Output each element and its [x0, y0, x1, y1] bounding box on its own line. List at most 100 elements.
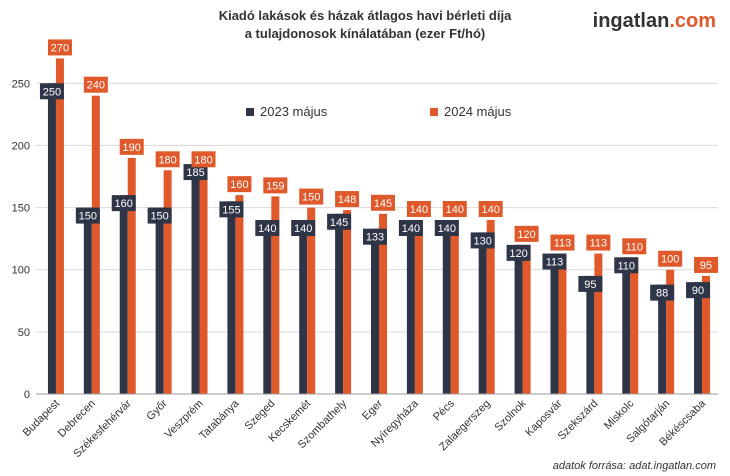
data-label-2023-13: 120 — [509, 248, 527, 260]
data-label-box-2023-14 — [542, 253, 567, 270]
data-label-2024-8: 148 — [338, 194, 356, 206]
data-label-2023-9: 133 — [366, 232, 384, 244]
y-tick-label-200: 200 — [12, 140, 30, 152]
data-label-2024-3: 180 — [158, 154, 176, 166]
y-tick-label-0: 0 — [24, 389, 30, 401]
data-label-2024-14: 113 — [554, 238, 572, 250]
bar-2023-6 — [263, 220, 272, 394]
data-label-box-2023-5 — [219, 201, 244, 218]
data-label-box-2024-17 — [658, 250, 683, 267]
ingatlan-logo: ingatlan.com — [593, 10, 716, 33]
y-tick-label-100: 100 — [12, 265, 30, 277]
data-label-box-2024-11 — [442, 201, 467, 217]
bar-2024-0 — [55, 58, 64, 395]
x-tick-label-16: Miskolc — [602, 397, 637, 432]
logo-domain: .com — [669, 10, 716, 32]
bar-2023-0 — [47, 83, 56, 395]
data-label-2023-4: 185 — [186, 167, 204, 179]
bar-2024-3 — [163, 170, 172, 394]
data-label-box-2023-9 — [363, 228, 387, 245]
data-label-box-2023-17 — [650, 284, 675, 301]
bar-2024-6 — [271, 196, 280, 394]
data-label-2023-15: 95 — [584, 279, 596, 291]
data-label-box-2024-4 — [191, 151, 216, 168]
data-label-box-2023-10 — [398, 220, 423, 236]
data-label-box-2024-16 — [622, 238, 647, 255]
data-label-2023-8: 145 — [330, 217, 348, 229]
data-label-2023-5: 155 — [222, 204, 240, 216]
data-label-box-2024-18 — [694, 256, 719, 273]
data-label-2024-15: 113 — [590, 238, 608, 250]
chart-title-line-1: Kiadó lakások és házak átlagos havi bérl… — [218, 8, 512, 23]
data-label-box-2024-8 — [335, 191, 360, 208]
data-label-2024-0: 270 — [51, 42, 69, 54]
data-label-2024-4: 180 — [194, 154, 212, 166]
legend-swatch-2024 — [430, 107, 438, 116]
data-label-box-2024-2 — [119, 138, 144, 155]
data-label-box-2024-12 — [478, 201, 503, 217]
logo-text: ingatlan — [592, 10, 670, 32]
bar-2023-1 — [83, 207, 92, 394]
data-label-box-2023-6 — [255, 220, 280, 236]
data-label-box-2023-12 — [470, 232, 495, 249]
data-label-2023-3: 150 — [150, 211, 168, 223]
source-note: adatok forrása: adat.ingatlan.com — [552, 460, 716, 472]
bar-2023-16 — [622, 257, 631, 394]
data-label-box-2024-0 — [47, 39, 72, 56]
data-label-2024-7: 150 — [302, 192, 320, 204]
bar-2024-16 — [630, 257, 639, 394]
legend-label-2024: 2024 május — [444, 104, 512, 119]
data-label-2023-16: 110 — [617, 260, 635, 272]
data-label-2023-11: 140 — [438, 223, 456, 235]
bar-2024-8 — [343, 210, 352, 394]
data-label-box-2024-9 — [371, 194, 395, 211]
data-label-2023-14: 113 — [546, 257, 564, 269]
bar-2023-18 — [694, 282, 703, 394]
bar-2024-15 — [594, 253, 603, 394]
chart-title-line-2: a tulajdonosok kínálatában (ezer Ft/hó) — [244, 26, 486, 41]
bar-2024-11 — [450, 220, 459, 394]
data-label-box-2024-10 — [406, 201, 431, 217]
data-label-2023-10: 140 — [402, 223, 420, 235]
bar-2023-8 — [335, 213, 344, 394]
legend-label-2023: 2023 május — [260, 104, 328, 119]
data-label-box-2023-4 — [183, 164, 208, 181]
bar-2023-2 — [119, 195, 128, 394]
bar-2023-17 — [658, 284, 667, 394]
bar-2024-9 — [379, 213, 387, 394]
data-label-box-2023-11 — [434, 220, 459, 236]
data-label-box-2024-7 — [299, 188, 324, 205]
bar-2023-3 — [155, 207, 164, 394]
x-tick-label-3: Győr — [144, 397, 170, 423]
data-label-2024-18: 95 — [700, 260, 712, 272]
data-label-2023-0: 250 — [43, 86, 61, 98]
x-tick-label-9: Eger — [360, 397, 385, 422]
bar-2023-12 — [478, 232, 487, 394]
data-label-2024-1: 240 — [87, 80, 105, 92]
data-label-2023-1: 150 — [79, 211, 97, 223]
data-label-2024-13: 120 — [517, 229, 535, 241]
data-label-box-2023-13 — [506, 244, 531, 261]
data-label-2023-7: 140 — [294, 223, 312, 235]
bar-2024-4 — [199, 170, 208, 394]
bar-2023-4 — [191, 164, 200, 394]
data-label-box-2024-13 — [514, 225, 539, 242]
bar-2024-18 — [702, 275, 711, 394]
y-tick-label-150: 150 — [12, 203, 30, 215]
y-tick-label-250: 250 — [12, 78, 30, 90]
bar-2023-15 — [586, 275, 595, 394]
legend-swatch-2023 — [246, 107, 254, 116]
data-label-box-2023-18 — [686, 282, 711, 299]
data-label-2024-10: 140 — [410, 204, 428, 216]
x-tick-label-5: Tatabánya — [197, 397, 242, 442]
bar-2023-10 — [406, 220, 415, 394]
data-label-box-2024-3 — [155, 151, 180, 168]
bar-2023-9 — [371, 228, 379, 394]
data-label-box-2023-8 — [327, 213, 352, 230]
data-label-2024-11: 140 — [446, 204, 464, 216]
data-label-box-2023-7 — [291, 220, 316, 236]
bar-2024-5 — [235, 195, 244, 394]
data-label-box-2023-15 — [578, 275, 603, 292]
data-label-box-2023-3 — [147, 207, 172, 224]
